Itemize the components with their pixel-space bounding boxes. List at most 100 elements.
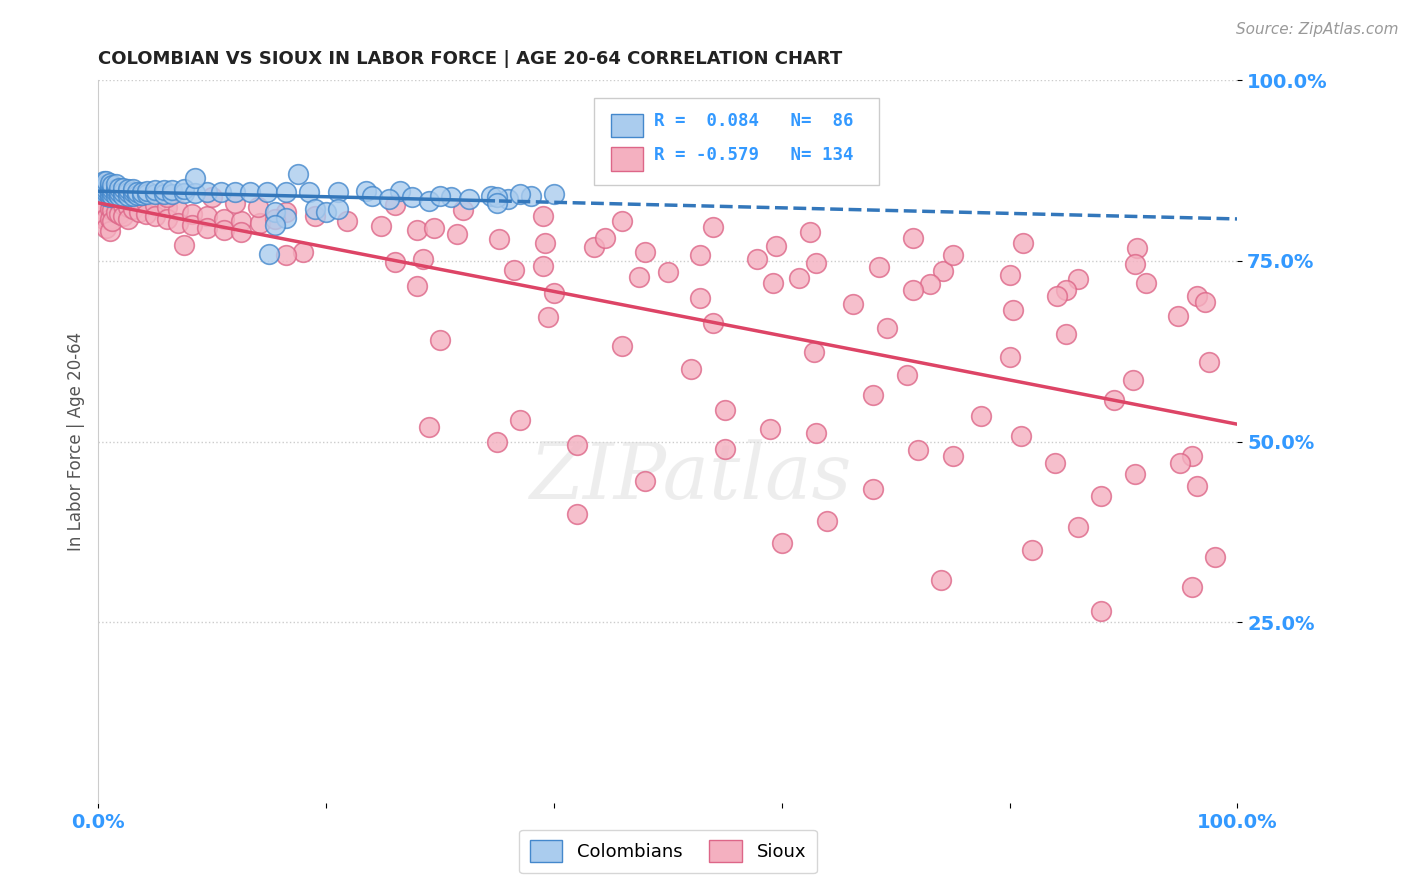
Point — [1046, 289, 1069, 303]
Point — [98, 223, 121, 237]
Point — [167, 203, 190, 218]
Point — [98, 202, 121, 216]
Point — [128, 193, 150, 207]
Point — [287, 167, 309, 181]
Point — [136, 184, 159, 198]
Point — [127, 185, 149, 199]
Point — [117, 182, 139, 196]
Point — [98, 212, 121, 227]
Point — [1054, 283, 1078, 297]
Point — [180, 218, 202, 232]
Point — [406, 223, 429, 237]
Point — [162, 183, 184, 197]
Point — [96, 221, 118, 235]
FancyBboxPatch shape — [612, 147, 643, 170]
Point — [486, 196, 509, 211]
Point — [679, 362, 702, 376]
Point — [112, 181, 135, 195]
Point — [145, 186, 167, 201]
Point — [167, 216, 190, 230]
Point — [384, 255, 406, 269]
Point — [1181, 581, 1204, 595]
Text: R =  0.084   N=  86: R = 0.084 N= 86 — [654, 112, 853, 129]
Point — [1121, 373, 1143, 387]
Point — [101, 180, 124, 194]
Point — [998, 350, 1021, 364]
Point — [145, 197, 167, 211]
Point — [862, 387, 884, 401]
Point — [195, 186, 218, 200]
Point — [929, 574, 952, 588]
Point — [429, 334, 451, 348]
Point — [98, 178, 121, 192]
Point — [121, 182, 143, 196]
Point — [101, 189, 124, 203]
Point — [1067, 520, 1090, 534]
Point — [418, 194, 440, 208]
Point — [628, 269, 651, 284]
Point — [184, 170, 207, 185]
Point — [803, 345, 825, 359]
Text: ZIPatlas: ZIPatlas — [530, 440, 852, 516]
Point — [229, 214, 252, 228]
Point — [932, 264, 955, 278]
Point — [401, 190, 423, 204]
Point — [96, 189, 118, 203]
Point — [117, 186, 139, 200]
Point — [446, 227, 468, 242]
Point — [298, 185, 321, 199]
Point — [117, 186, 139, 201]
Point — [104, 193, 127, 207]
Point — [689, 292, 711, 306]
Point — [406, 279, 429, 293]
Point — [1090, 489, 1112, 503]
Point — [896, 368, 918, 382]
Point — [509, 186, 531, 201]
Point — [112, 186, 135, 200]
Point — [1021, 542, 1043, 557]
Point — [868, 260, 890, 275]
Point — [131, 185, 153, 199]
Point — [98, 189, 121, 203]
Point — [184, 186, 207, 200]
Point — [1123, 257, 1146, 271]
Point — [486, 190, 509, 204]
Point — [121, 202, 143, 216]
Point — [153, 183, 176, 197]
Point — [759, 421, 782, 435]
Point — [378, 193, 401, 207]
Point — [970, 409, 993, 423]
Point — [714, 403, 737, 417]
Point — [93, 186, 115, 200]
Point — [1054, 326, 1078, 341]
Point — [135, 207, 157, 221]
Point — [1104, 392, 1126, 407]
Point — [336, 214, 359, 228]
Point — [423, 221, 446, 235]
Point — [276, 211, 298, 225]
Point — [180, 207, 202, 221]
Point — [1204, 550, 1226, 565]
Point — [101, 203, 124, 218]
Point — [156, 190, 179, 204]
Point — [173, 186, 195, 200]
Point — [451, 203, 474, 218]
Point — [429, 189, 451, 203]
Point — [104, 189, 127, 203]
Point — [108, 207, 131, 221]
Point — [531, 209, 554, 223]
Point — [121, 189, 143, 203]
Point — [96, 187, 118, 202]
Point — [108, 183, 131, 197]
Point — [96, 178, 118, 192]
Point — [534, 235, 557, 250]
Point — [689, 248, 711, 262]
Point — [360, 189, 382, 203]
Point — [224, 196, 246, 211]
Point — [264, 212, 287, 227]
Point — [108, 186, 131, 200]
Point — [1170, 456, 1192, 470]
Point — [634, 244, 657, 259]
Point — [93, 182, 115, 196]
Point — [96, 186, 118, 200]
